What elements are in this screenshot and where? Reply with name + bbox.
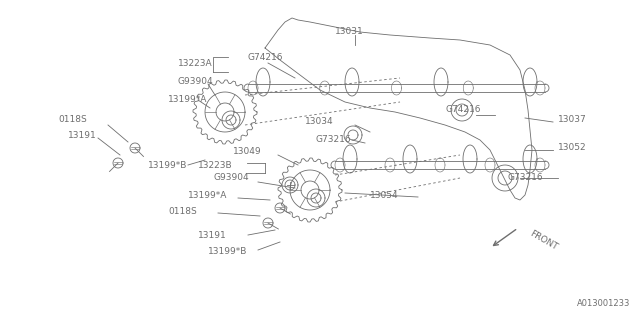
Text: G93904: G93904 xyxy=(213,173,248,182)
Text: 13191: 13191 xyxy=(198,230,227,239)
Text: G73216: G73216 xyxy=(315,135,351,145)
Text: 13052: 13052 xyxy=(558,143,587,153)
Text: G93904: G93904 xyxy=(178,77,214,86)
Text: 13199*A: 13199*A xyxy=(168,95,207,105)
Text: 13199*B: 13199*B xyxy=(208,247,248,257)
Text: 13037: 13037 xyxy=(558,116,587,124)
Text: 13191: 13191 xyxy=(68,132,97,140)
Text: G73216: G73216 xyxy=(508,173,543,182)
Text: 13199*A: 13199*A xyxy=(188,191,227,201)
Text: 13199*B: 13199*B xyxy=(148,161,188,170)
Text: G74216: G74216 xyxy=(248,53,284,62)
Text: 0118S: 0118S xyxy=(58,116,87,124)
Text: 13031: 13031 xyxy=(335,28,364,36)
Text: A013001233: A013001233 xyxy=(577,299,630,308)
Text: G74216: G74216 xyxy=(445,106,481,115)
Text: FRONT: FRONT xyxy=(528,228,559,252)
Text: 13223B: 13223B xyxy=(198,161,232,170)
Text: 13054: 13054 xyxy=(370,190,399,199)
Text: 13049: 13049 xyxy=(233,148,262,156)
Text: 13034: 13034 xyxy=(305,117,333,126)
Text: 13223A: 13223A xyxy=(178,59,212,68)
Text: 0118S: 0118S xyxy=(168,206,196,215)
